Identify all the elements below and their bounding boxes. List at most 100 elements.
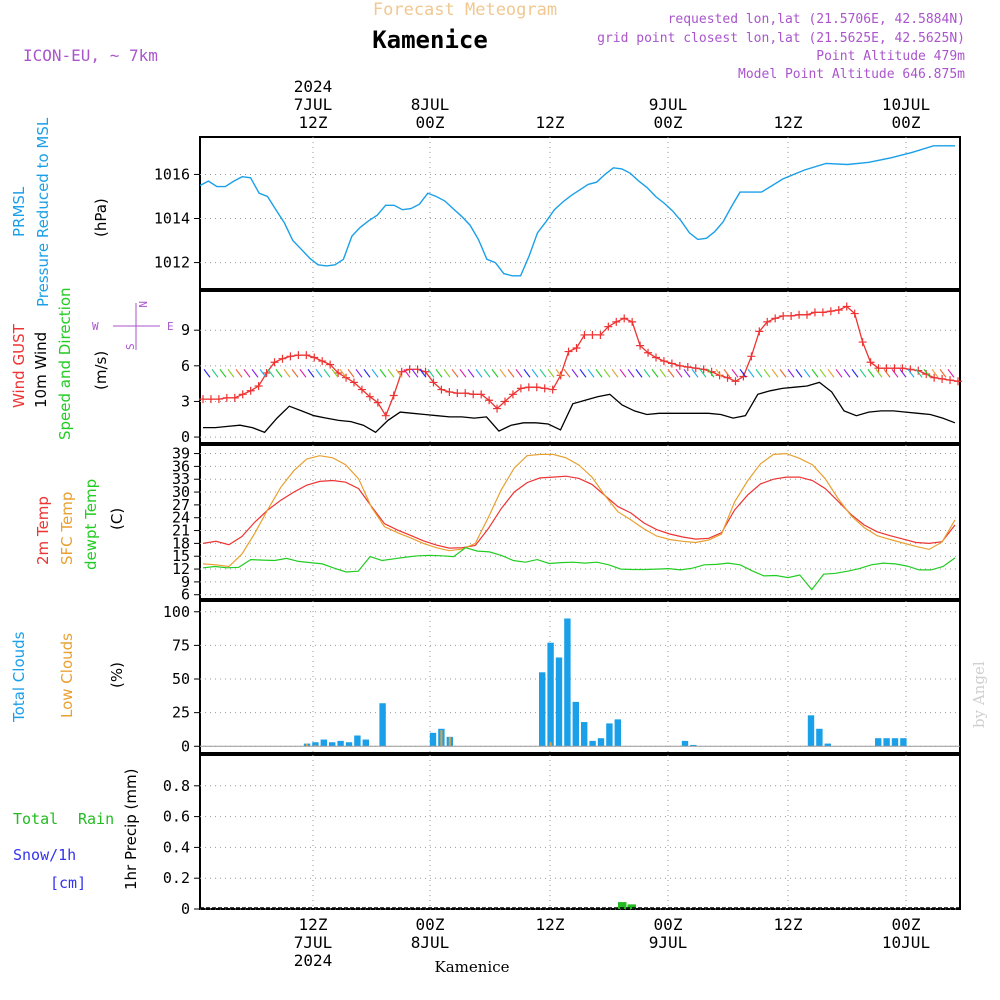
gust-marker — [882, 364, 891, 373]
gust-marker — [397, 367, 406, 376]
wind-barb — [363, 368, 371, 378]
gust-marker — [858, 338, 867, 347]
wind-barb — [723, 368, 731, 378]
gust-marker — [493, 404, 502, 413]
gust-marker — [524, 383, 533, 392]
wind-barb — [227, 368, 235, 378]
gust-marker — [230, 393, 239, 402]
gust-marker — [572, 344, 581, 352]
model-altitude: Model Point Altitude 646.875m — [738, 67, 965, 82]
gust-marker — [763, 317, 772, 326]
wind-barb — [387, 368, 395, 378]
panel-frame — [199, 136, 961, 290]
y-tick-label: 0 — [181, 900, 190, 918]
temp-unit: (C) — [108, 508, 126, 530]
title-top: Forecast Meteogram — [373, 0, 557, 20]
low-cloud-bar — [440, 730, 443, 747]
total-cloud-bar — [572, 701, 579, 747]
wind-unit: (m/s) — [92, 351, 110, 390]
wind-barb — [683, 368, 691, 378]
y-tick-label: 39 — [172, 445, 190, 463]
wind-barb — [539, 368, 547, 378]
wind-line — [203, 381, 956, 434]
wind-barb — [651, 368, 659, 378]
gust-marker — [771, 314, 780, 323]
wind-barb — [851, 368, 859, 378]
wind-barb — [203, 368, 211, 378]
gust-marker — [636, 341, 645, 350]
gust-marker — [946, 376, 955, 385]
gust-marker — [199, 395, 207, 404]
gust-marker — [755, 327, 764, 336]
wind-barb — [275, 368, 283, 378]
y-tick-label: 1014 — [154, 210, 190, 228]
gust-marker — [866, 358, 875, 367]
y-tick-label: 3 — [181, 392, 190, 410]
compass-north: N — [136, 301, 149, 308]
total-cloud-bar — [681, 740, 689, 747]
y-tick-label: 50 — [172, 670, 190, 688]
total-cloud-bar — [337, 740, 344, 747]
gust-marker — [580, 330, 589, 339]
gust-marker — [437, 385, 446, 394]
gust-marker — [810, 308, 819, 317]
gust-marker — [326, 360, 335, 369]
wind-barb — [939, 368, 947, 378]
gust-marker — [485, 396, 494, 405]
wind-barb — [555, 368, 563, 378]
wind-barb — [211, 368, 219, 378]
temp2m-line — [202, 475, 956, 549]
wind-barb — [419, 368, 427, 378]
gust-marker — [683, 363, 692, 371]
gust-marker — [747, 352, 756, 361]
gust-marker — [675, 361, 684, 370]
wind-barb — [571, 368, 579, 378]
bottom-year-label: 2024 — [294, 951, 333, 970]
gust-label: Wind GUST — [10, 323, 28, 408]
pressure-label-2: Pressure Reduced to MSL — [34, 117, 52, 307]
y-tick-label: 0.2 — [163, 869, 190, 887]
wind-label: 10m Wind — [32, 332, 50, 408]
wind-barb — [891, 368, 899, 378]
watermark: by Angel — [970, 661, 988, 728]
gust-marker — [214, 395, 223, 404]
y-tick-label: 0 — [181, 428, 190, 446]
wind-barb — [267, 368, 275, 378]
bottom-hour-label: 00Z — [416, 915, 445, 934]
wind-barb — [755, 368, 763, 378]
gust-marker — [286, 352, 295, 361]
bottom-date-label: 8JUL — [411, 933, 450, 952]
y-tick-label: 25 — [172, 704, 190, 722]
low-cloud-bar — [549, 742, 552, 747]
y-tick-label: 1016 — [154, 165, 190, 183]
compass-west: W — [92, 320, 99, 333]
wind-barb — [819, 368, 827, 378]
wind-barb — [331, 368, 339, 378]
grid-point-coords: grid point closest lon,lat (21.5625E, 42… — [597, 31, 965, 46]
total-cloud-bar — [329, 742, 336, 747]
wind-barb — [435, 368, 443, 378]
point-altitude: Point Altitude 479m — [816, 49, 965, 64]
sfc-temp-line — [202, 452, 956, 568]
wind-barb — [243, 368, 251, 378]
rain-bar — [627, 904, 636, 909]
gust-marker — [850, 309, 859, 318]
wind-barb — [307, 368, 315, 378]
wind-barb — [459, 368, 467, 378]
y-tick-label: 15 — [172, 547, 190, 565]
wind-barb — [779, 368, 787, 378]
wind-barb — [707, 368, 715, 378]
total-cloud-bar — [320, 739, 327, 747]
y-tick-label: 0 — [181, 737, 190, 755]
gust-marker — [652, 353, 660, 362]
total-cloud-bar — [891, 738, 899, 747]
gust-marker — [731, 377, 740, 386]
y-tick-label: 6 — [181, 357, 190, 375]
gust-marker — [222, 393, 231, 402]
gust-marker — [691, 364, 700, 373]
wind-barb — [771, 368, 779, 378]
location-title: Kamenice — [372, 26, 488, 54]
wind-barb — [731, 368, 739, 378]
top-year-label: 2024 — [294, 77, 333, 96]
